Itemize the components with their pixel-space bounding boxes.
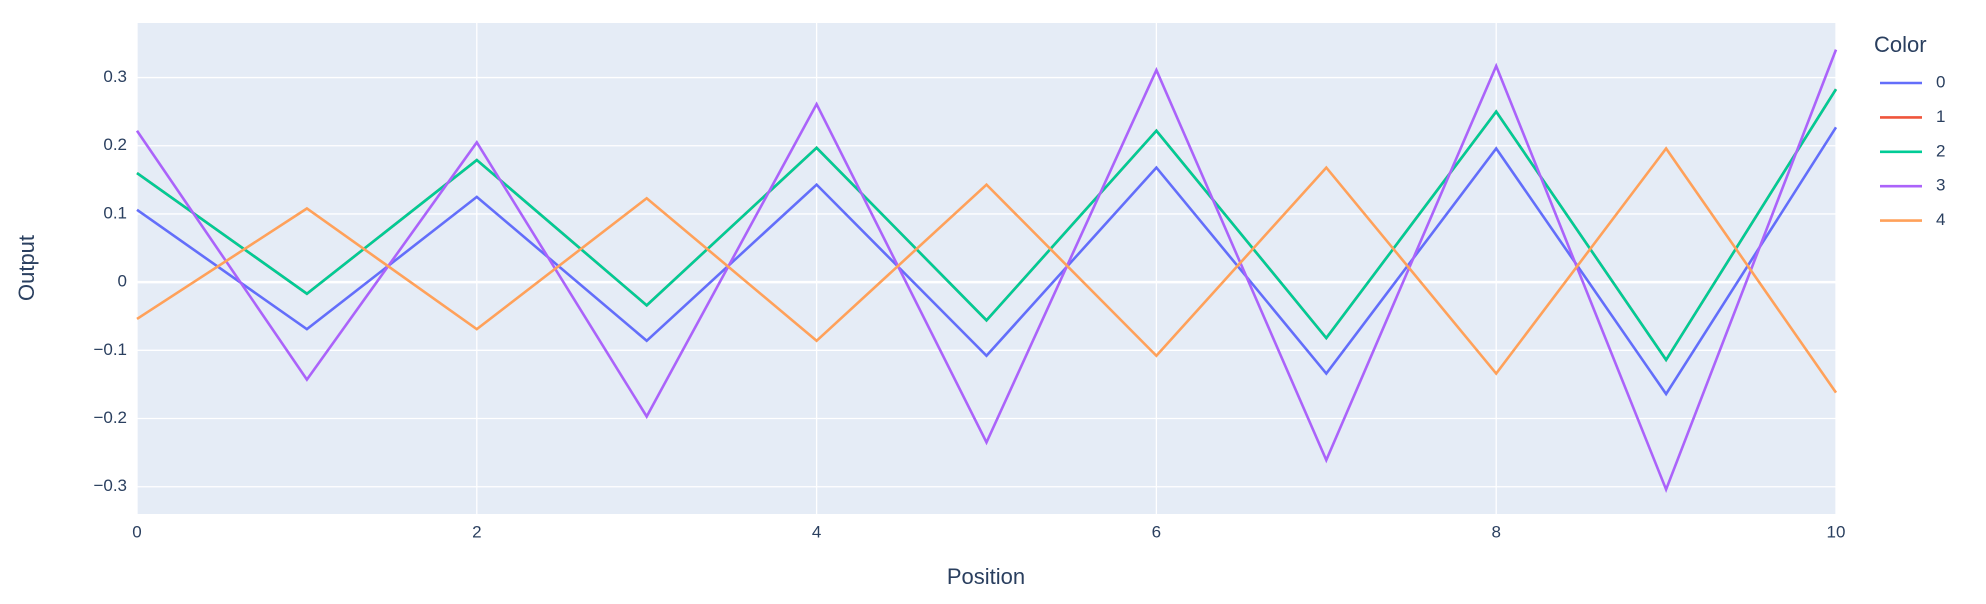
- series-line: [136, 88, 1838, 363]
- series-line: [136, 146, 1838, 394]
- legend-label: 0: [1936, 72, 1945, 91]
- lines: [135, 49, 1838, 493]
- y-tick-label: −0.2: [93, 408, 127, 427]
- legend-label: 3: [1936, 176, 1945, 195]
- series-line: [136, 126, 1838, 397]
- y-tick-label: −0.3: [93, 476, 127, 495]
- legend-label: 2: [1936, 141, 1945, 160]
- y-tick-label: 0.2: [103, 135, 127, 154]
- x-tick-label: 6: [1152, 522, 1161, 541]
- x-tick-label: 10: [1827, 522, 1846, 541]
- grid: [136, 23, 1837, 514]
- x-tick-label: 8: [1491, 522, 1500, 541]
- x-axis-title: Position: [947, 564, 1025, 589]
- series-line: [135, 49, 1838, 493]
- y-axis-title: Output: [14, 235, 39, 301]
- x-tick-label: 4: [812, 522, 821, 541]
- x-tick-label: 2: [472, 522, 481, 541]
- legend-label: 4: [1936, 210, 1945, 229]
- y-tick-label: −0.1: [93, 340, 127, 359]
- y-tick-label: 0.1: [103, 203, 127, 222]
- y-tick-label: 0: [118, 272, 127, 291]
- y-tick-label: 0.3: [103, 67, 127, 86]
- x-tick-label: 0: [132, 522, 141, 541]
- legend-title: Color: [1874, 32, 1927, 57]
- legend-label: 1: [1936, 107, 1945, 126]
- plot-background: [137, 23, 1836, 514]
